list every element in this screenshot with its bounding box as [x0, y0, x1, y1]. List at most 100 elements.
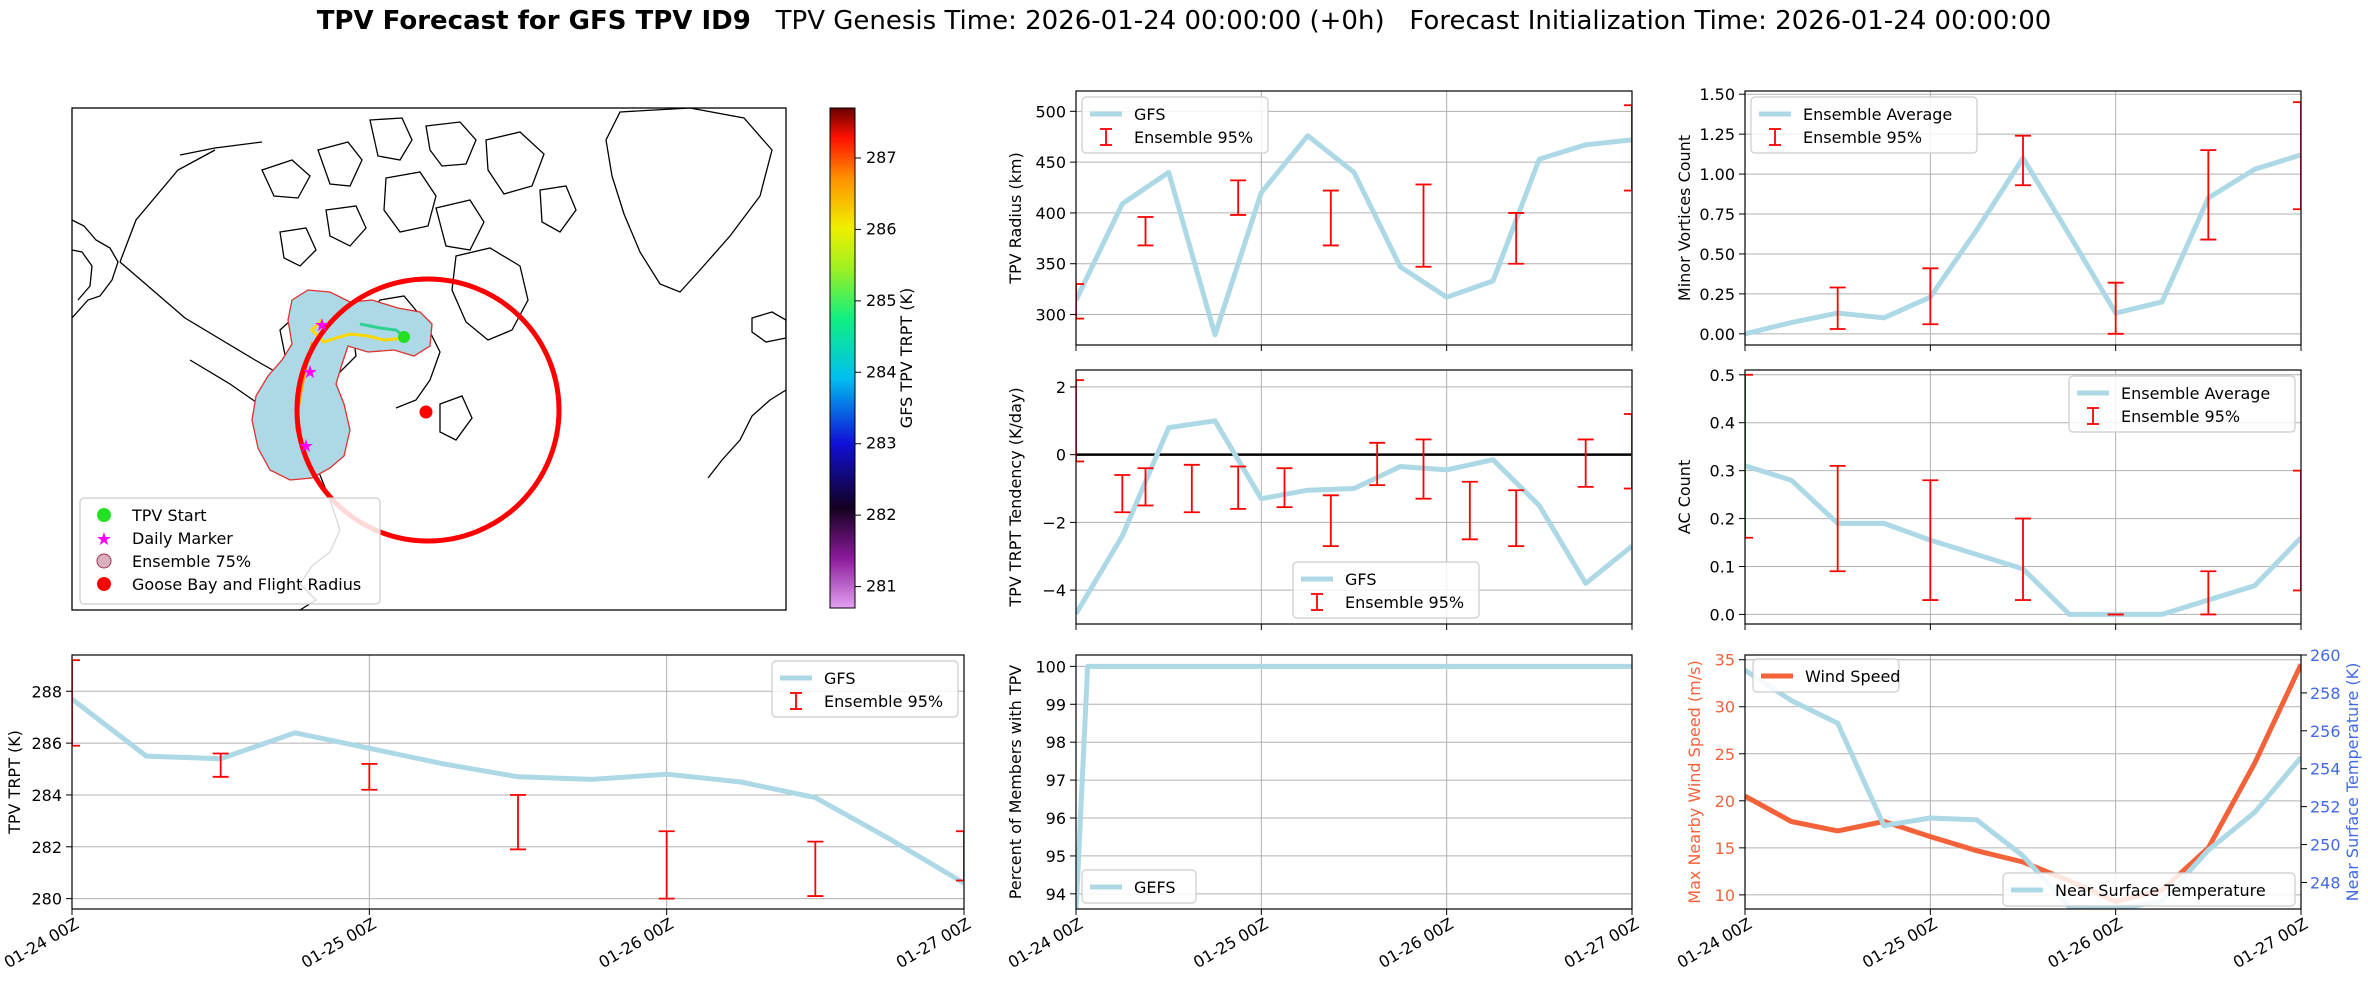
- x-tick-label: 01-25 00Z: [298, 914, 379, 972]
- legend-label: Ensemble 95%: [2121, 407, 2240, 426]
- map-island-1: [261, 159, 311, 199]
- y-tick-label: 0.00: [1699, 325, 1735, 344]
- series-line-wind-speed: [1745, 663, 2301, 904]
- y-tick-label: 300: [1035, 306, 1066, 325]
- ensemble-error-bar: [1415, 438, 1432, 500]
- plot-frame: [1075, 369, 1633, 625]
- x-tick-label: 01-25 00Z: [1859, 914, 1940, 972]
- map-tpv-start-marker: [398, 331, 410, 343]
- map-coast-west-2: [72, 249, 93, 301]
- plot-area: [1745, 373, 2301, 617]
- map-border-arc: [179, 141, 263, 156]
- y-tick-label: −2: [1042, 513, 1066, 532]
- map-island-6: [435, 199, 485, 251]
- y-tick-label: 100: [1035, 657, 1066, 676]
- plot-frame: [1744, 369, 2302, 625]
- ensemble-error-bar: [1076, 283, 1084, 320]
- legend-swatch-ensemble-75: [96, 553, 112, 569]
- y-tick-label: 450: [1035, 153, 1066, 172]
- legend-label: Ensemble 95%: [824, 692, 943, 711]
- map-island-5: [383, 171, 437, 233]
- y-tick-label: 286: [31, 734, 62, 753]
- colorbar-tick-label: 285: [866, 291, 897, 310]
- ensemble-error-bar: [2200, 149, 2217, 241]
- ensemble-error-bar: [510, 794, 526, 851]
- legend-tpv-start: TPV Start: [131, 506, 207, 525]
- y-tick-label: 0.50: [1699, 245, 1735, 264]
- legend-label: Ensemble 95%: [1803, 128, 1922, 147]
- colorbar-tick-label: 282: [866, 505, 897, 524]
- map-track: [309, 318, 407, 344]
- x-tick-label: 01-27 00Z: [1561, 914, 1642, 972]
- y-tick-label: 1.50: [1699, 85, 1735, 104]
- map-island-10: [279, 227, 317, 267]
- figure-title-bold: TPV Forecast for GFS TPV ID9: [316, 6, 751, 36]
- ensemble-error-bar: [2200, 570, 2217, 616]
- ensemble-error-bar: [956, 830, 964, 882]
- legend-ensemble-75: Ensemble 75%: [132, 552, 251, 571]
- legend-daily-marker: Daily Marker: [132, 529, 233, 548]
- colorbar-tick-label: 283: [866, 434, 897, 453]
- y-tick-label: 15: [1715, 839, 1735, 858]
- legend-swatch-tpv-start: [97, 508, 111, 522]
- map-daily-marker: ★: [314, 315, 330, 336]
- y-tick-label: 1.25: [1699, 125, 1735, 144]
- y-tick-label: 0.3: [1710, 462, 1735, 481]
- y-tick-label: 20: [1715, 792, 1735, 811]
- legend-frame: [1081, 869, 1197, 904]
- colorbar-gradient: [829, 107, 856, 609]
- y-axis-label: Max Nearby Wind Speed (m/s): [1685, 660, 1704, 903]
- y-axis-label: TPV TRPT (K): [5, 730, 24, 835]
- y-tick-label: 288: [31, 682, 62, 701]
- legend-label: GFS: [1134, 105, 1165, 124]
- plot-area: [1745, 101, 2301, 337]
- legend: Ensemble Average Ensemble 95%: [1750, 96, 1978, 154]
- x-tick-label: 01-24 00Z: [1, 914, 82, 972]
- x-tick-label: 01-26 00Z: [595, 914, 676, 972]
- map-legend: TPV Start ★ Daily Marker Ensemble 75% Go…: [79, 497, 381, 605]
- y-tick-label: 0.2: [1710, 510, 1735, 529]
- legend-label: Ensemble 95%: [1134, 128, 1253, 147]
- init-time: Forecast Initialization Time: 2026-01-24…: [1409, 6, 2052, 36]
- ensemble-error-bar: [1322, 189, 1339, 247]
- y-tick-label: 282: [31, 838, 62, 857]
- y2-tick-label: 248: [2310, 873, 2341, 892]
- y2-tick-label: 250: [2310, 836, 2341, 855]
- y-tick-label: 2: [1056, 378, 1066, 397]
- legend-label: Ensemble 95%: [1345, 593, 1464, 612]
- y-tick-label: 0: [1056, 446, 1066, 465]
- map-greenland: [605, 108, 773, 293]
- series-line-gfs: [1076, 133, 1632, 338]
- y-axis-label: TPV TRPT Tendency (K/day): [1006, 387, 1025, 607]
- legend-swatch-goose-bay: [97, 577, 111, 591]
- legend: GFS Ensemble 95%: [1292, 561, 1480, 619]
- map-flight-radius: [294, 276, 562, 544]
- y-tick-label: 10: [1715, 886, 1735, 905]
- y-tick-label: 0.75: [1699, 205, 1735, 224]
- colorbar-tick-label: 281: [866, 577, 897, 596]
- y-tick-label: 99: [1046, 695, 1066, 714]
- ensemble-error-bar: [2015, 134, 2031, 187]
- map-island-4: [425, 121, 477, 167]
- legend: GEFS: [1081, 869, 1197, 904]
- x-tick-label: 01-26 00Z: [1375, 914, 1456, 972]
- ensemble-error-bar: [2293, 101, 2301, 211]
- map-island-8: [539, 185, 577, 233]
- y-tick-label: 94: [1046, 885, 1066, 904]
- map-baffin: [451, 247, 529, 341]
- y-tick-label: 96: [1046, 809, 1066, 828]
- chart-ac: 0.0 0.1 0.2 0.3 0.4 0.5 AC Count Ensemble Avera…: [1675, 366, 2302, 630]
- legend-label: Ensemble Average: [2121, 384, 2270, 403]
- legend: Ensemble Average Ensemble 95%: [2068, 375, 2296, 433]
- legend-frame: [1750, 96, 1978, 154]
- ensemble-error-bar: [1745, 373, 1753, 539]
- plot-area: [1076, 104, 1632, 338]
- plot-area: [72, 659, 964, 900]
- ensemble-error-bar: [1137, 467, 1154, 507]
- chart-vortices: 0.00 0.25 0.50 0.75 1.00 1.25 1.50 Minor Vortic…: [1675, 85, 2302, 351]
- legend: GFS Ensemble 95%: [771, 660, 959, 718]
- y-tick-label: −4: [1042, 581, 1066, 600]
- y2-tick-label: 260: [2310, 646, 2341, 665]
- plot-area: [1745, 663, 2301, 909]
- ensemble-error-bar: [1230, 465, 1247, 510]
